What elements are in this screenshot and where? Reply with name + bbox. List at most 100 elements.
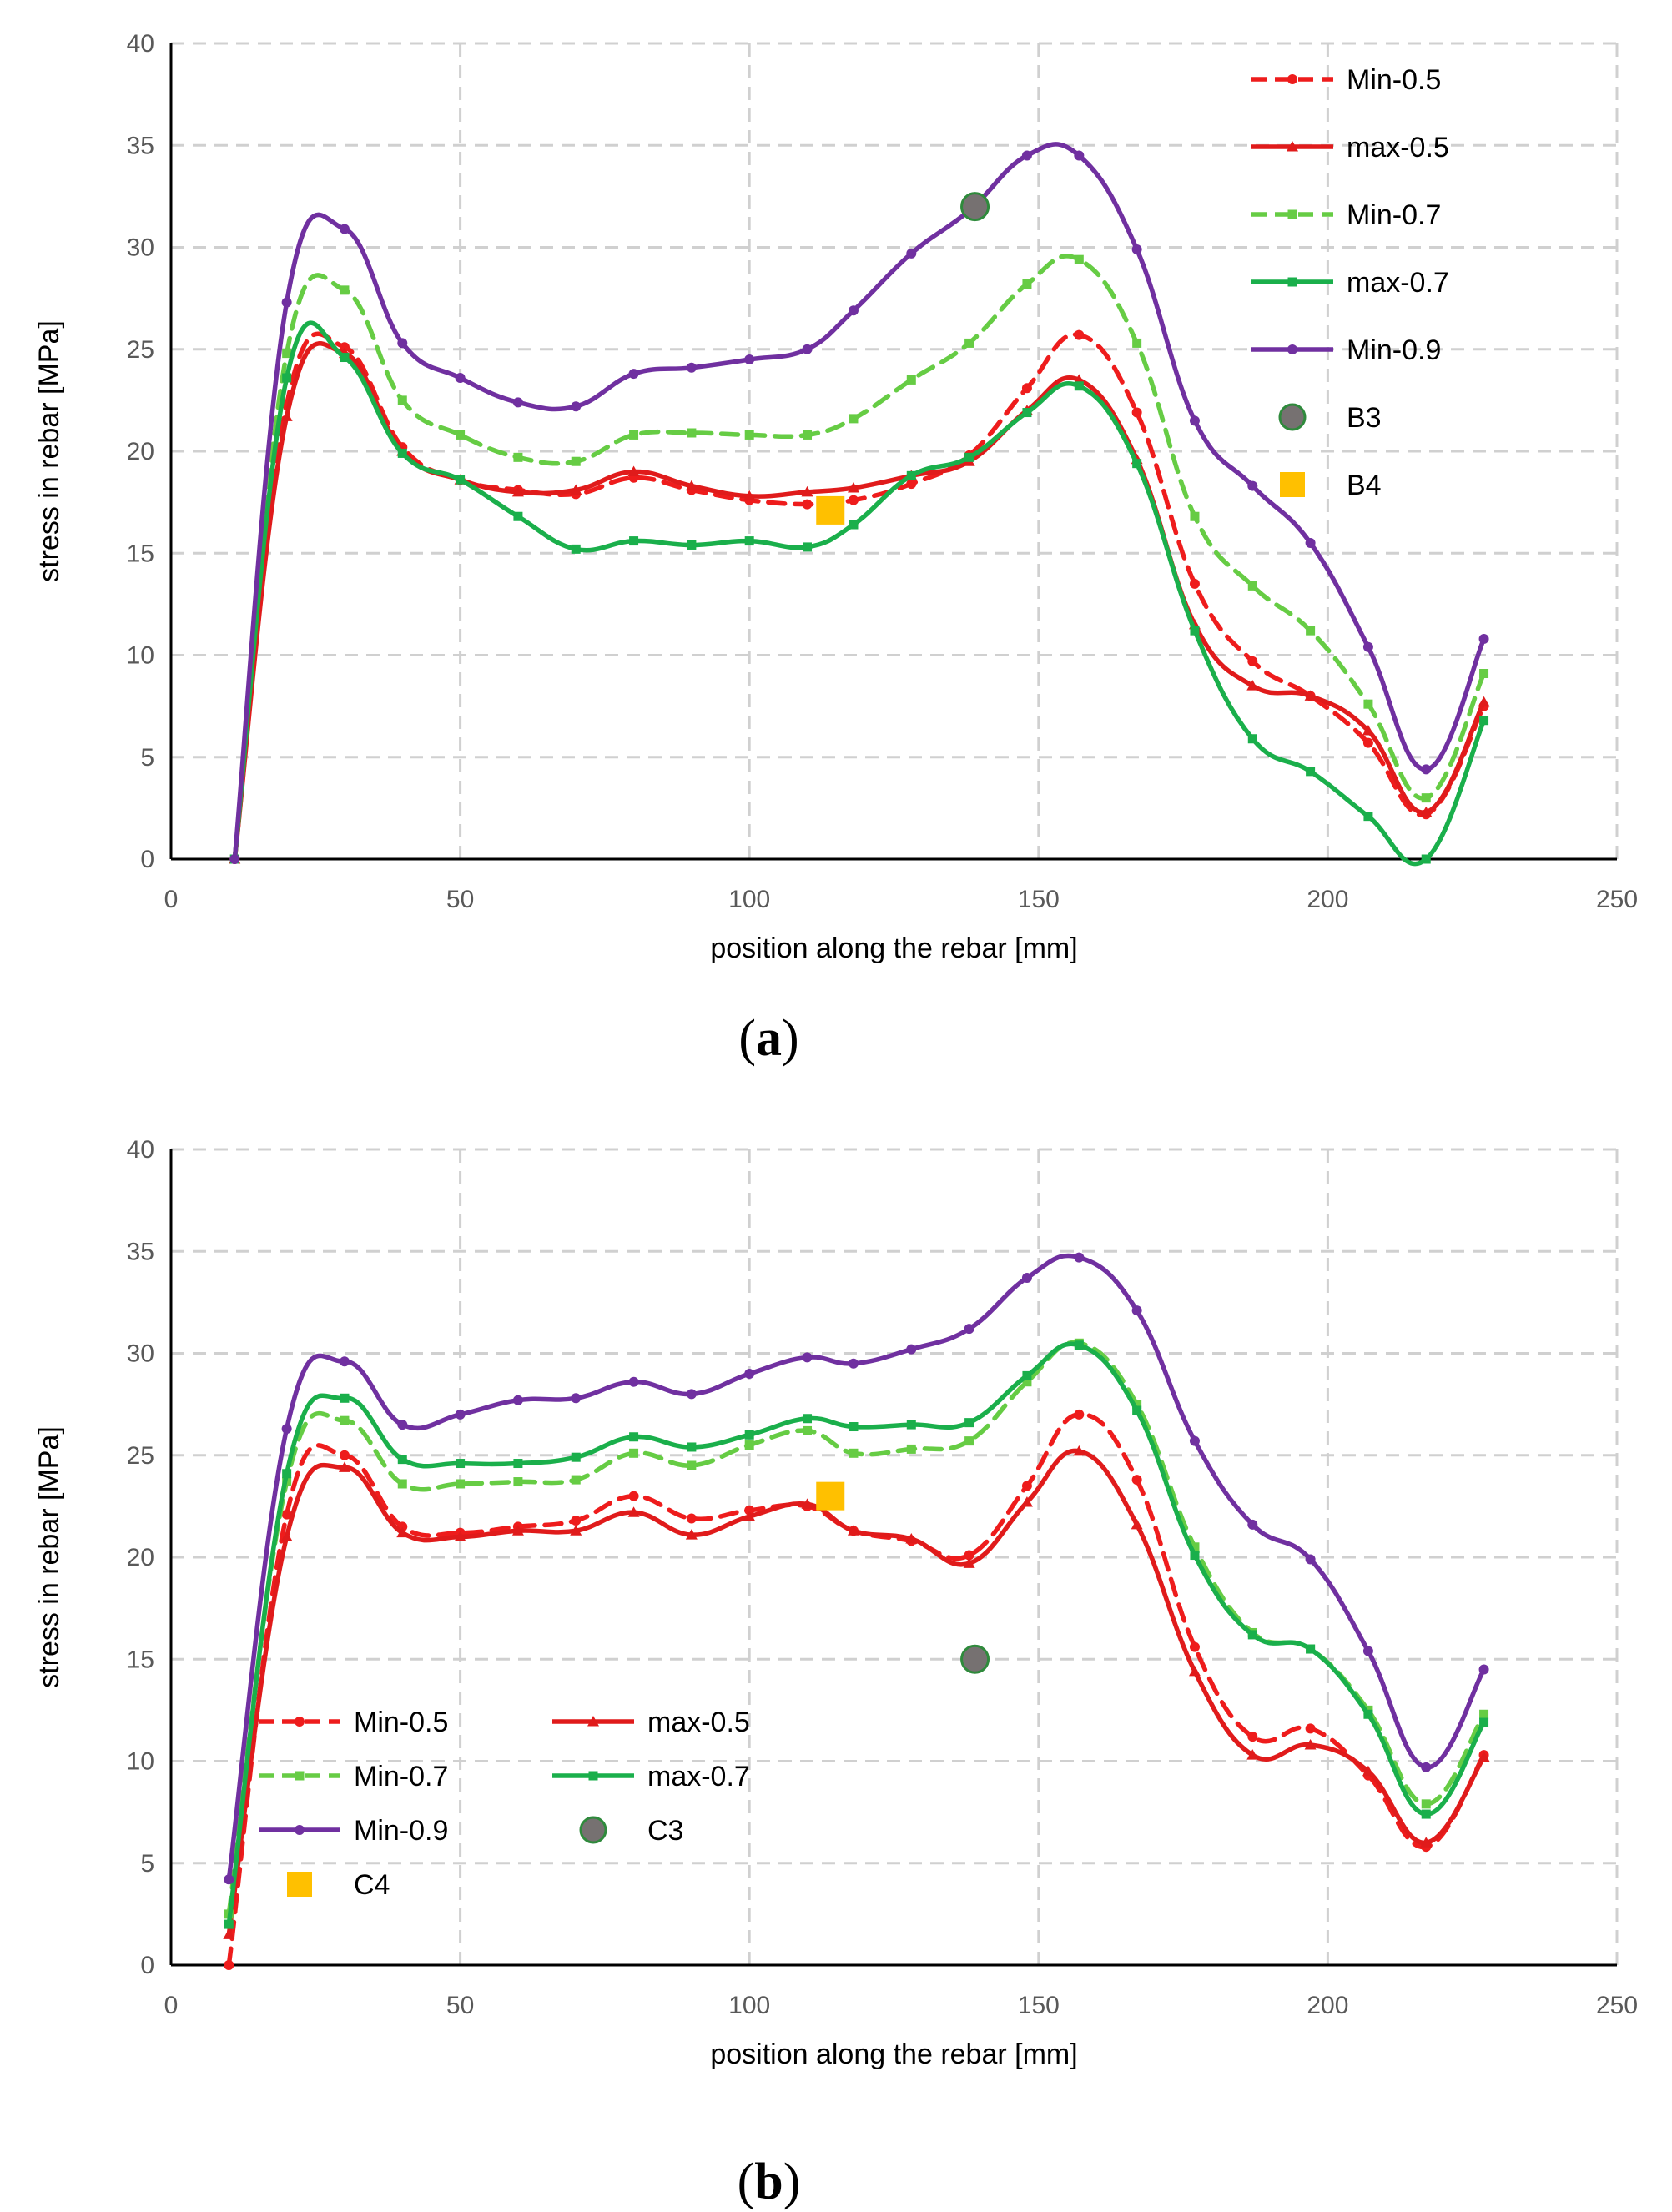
- legend-item-b4: B4: [1280, 470, 1382, 501]
- data-point-max-0-5: [1246, 1749, 1259, 1760]
- data-point-max-0-5: [685, 1529, 698, 1540]
- data-point-max-0-5: [1478, 1751, 1490, 1762]
- data-point-max-0-5: [1362, 724, 1374, 736]
- chart-b-svg: 0 5 10 15 20 25 30 35 40 0 50 100 150 200 250 position …: [33, 1136, 1638, 2210]
- data-point-min-0-5: [1362, 737, 1373, 748]
- y-tick-label: 25: [127, 1442, 154, 1470]
- data-point-min-0-9: [1478, 633, 1489, 644]
- data-point-max-0-7: [1132, 459, 1142, 469]
- legend-item-max-0-7: max-0.7: [552, 1761, 750, 1792]
- data-point-min-0-9: [397, 1420, 408, 1430]
- data-point-min-0-9: [1362, 1646, 1373, 1656]
- data-point-min-0-5: [1247, 656, 1258, 666]
- data-point-min-0-9: [744, 354, 755, 364]
- legend-label-max-0-7: max-0.7: [1347, 267, 1449, 299]
- legend-label-b4: B4: [1347, 470, 1382, 501]
- data-point-max-0-7: [1074, 1340, 1084, 1350]
- grid-lines: [171, 1148, 1619, 1965]
- panel-label: (a): [738, 1010, 798, 1067]
- data-point-min-0-5: [1189, 578, 1200, 589]
- y-tick-label: 10: [127, 1748, 154, 1776]
- y-tick-label: 0: [140, 1952, 154, 1979]
- data-point-max-0-5: [627, 465, 640, 476]
- data-point-min-0-7: [744, 430, 754, 440]
- data-point-max-0-7: [571, 1452, 581, 1462]
- legend-item-c4: C4: [287, 1869, 390, 1901]
- data-point-min-0-9: [1189, 415, 1200, 426]
- data-point-min-0-5: [281, 1509, 292, 1520]
- data-point-max-0-7: [744, 1430, 754, 1440]
- data-point-max-0-7: [1479, 1717, 1489, 1727]
- y-tick-label: 35: [127, 1238, 154, 1265]
- data-point-max-0-5: [1478, 696, 1490, 707]
- y-tick-label: 10: [127, 642, 154, 670]
- data-point-max-0-5: [847, 482, 859, 493]
- y-tick-label: 20: [127, 1544, 154, 1571]
- data-point-min-0-5: [1131, 1475, 1142, 1486]
- data-point-max-0-7: [906, 470, 916, 480]
- legend-marker-max-0-7: [1287, 277, 1297, 287]
- data-point-max-0-7: [282, 1469, 292, 1479]
- data-point-min-0-9: [229, 854, 240, 864]
- data-point-min-0-7: [397, 395, 407, 405]
- legend-label-b3: B3: [1347, 402, 1382, 434]
- data-point-max-0-7: [1132, 1405, 1142, 1415]
- data-point-min-0-9: [1305, 538, 1316, 549]
- data-point-max-0-5: [280, 410, 293, 421]
- data-point-max-0-7: [849, 1422, 859, 1432]
- data-point-b3: [960, 192, 990, 222]
- y-tick-label: 30: [127, 1340, 154, 1368]
- data-point-min-0-7: [1022, 1377, 1032, 1387]
- data-point-min-0-7: [571, 456, 581, 466]
- data-point-min-0-7: [1363, 699, 1373, 709]
- data-point-max-0-5: [511, 485, 524, 497]
- legend: Min-0.5 max-0.5 Min-0.7 max-0.7 Min-0.9 C3 C4: [259, 1707, 750, 1901]
- data-point-min-0-7: [964, 338, 974, 348]
- data-point-min-0-7: [1132, 338, 1142, 348]
- data-point-max-0-7: [1190, 626, 1200, 636]
- series-min-0-9: [229, 142, 1489, 864]
- data-point-max-0-5: [1073, 1445, 1085, 1456]
- data-point-min-0-7: [1190, 1542, 1200, 1552]
- data-point-min-0-7: [906, 375, 916, 385]
- data-point-max-0-5: [338, 1461, 350, 1472]
- data-point-min-0-9: [339, 224, 350, 234]
- x-axis-title: position along the rebar [mm]: [710, 2039, 1077, 2070]
- data-point-min-0-7: [513, 452, 523, 462]
- data-point-min-0-5: [1131, 407, 1142, 418]
- data-point-min-0-9: [1478, 1664, 1489, 1675]
- data-point-min-0-7: [571, 1475, 581, 1485]
- data-point-max-0-7: [1479, 716, 1489, 726]
- legend-item-min-0-7: Min-0.7: [1251, 199, 1441, 231]
- data-point-max-0-7: [571, 544, 581, 554]
- data-point-min-0-9: [1421, 1762, 1432, 1772]
- data-point-min-0-9: [571, 401, 582, 412]
- series-max-0-7: [229, 320, 1489, 867]
- data-point-min-0-5: [964, 1550, 974, 1561]
- data-point-max-0-5: [280, 1531, 293, 1542]
- data-point-max-0-7: [282, 373, 292, 383]
- legend-marker-min-0-7: [1287, 209, 1297, 219]
- data-point-max-0-5: [511, 1525, 524, 1536]
- legend-label-min-0-7: Min-0.7: [1347, 199, 1441, 231]
- data-point-min-0-7: [1074, 254, 1084, 264]
- data-point-max-0-5: [570, 484, 582, 495]
- data-point-min-0-9: [281, 297, 292, 308]
- legend-item-max-0-7: max-0.7: [1251, 267, 1449, 299]
- data-point-min-0-9: [1305, 1554, 1316, 1565]
- legend-marker-c3: [579, 1816, 607, 1844]
- data-point-max-0-5: [1420, 1837, 1433, 1848]
- legend-marker-max-0-5: [1287, 141, 1298, 152]
- data-point-min-0-9: [1021, 1273, 1032, 1284]
- series-line-min-0-9: [232, 142, 1487, 862]
- data-point-min-0-7: [340, 1415, 350, 1425]
- data-point-min-0-7: [629, 1448, 639, 1458]
- data-point-min-0-9: [1421, 764, 1432, 775]
- data-point-min-0-5: [744, 1505, 755, 1516]
- x-tick-label: 50: [446, 886, 474, 913]
- data-point-max-0-5: [1131, 1518, 1143, 1530]
- x-tick-label: 250: [1596, 886, 1638, 913]
- legend-marker-min-0-5: [295, 1717, 305, 1727]
- data-point-max-0-7: [397, 448, 407, 458]
- series-line-min-0-7: [232, 254, 1487, 862]
